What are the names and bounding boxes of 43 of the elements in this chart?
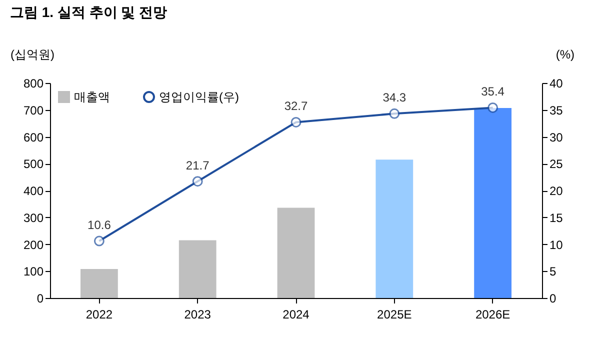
y-tick-label: 700 [23,103,44,118]
x-tick-label: 2022 [86,308,113,322]
y-tick-label: 300 [23,210,44,225]
y2-axis-title: (%) [556,48,574,62]
data-label: 21.7 [186,158,210,172]
y-tick-label: 400 [23,184,44,198]
y-tick-label: 200 [23,238,44,252]
y2-tick-label: 5 [550,264,556,279]
point [389,108,400,119]
y2-tick-label: 35 [550,103,564,118]
x-tick-label: 2025E [377,308,412,322]
bar [376,160,414,298]
legend-label: 매출액 [74,90,110,104]
bar [80,268,118,298]
data-label: 32.7 [284,99,308,114]
bar [277,208,315,298]
y-tick-label: 100 [23,264,44,279]
legend-label: 영업이익률(우) [159,90,239,104]
y-tick-label: 500 [23,157,44,172]
y2-tick-label: 30 [550,130,564,144]
y-axis-title: (십억원) [10,48,54,62]
data-label: 34.3 [382,90,406,105]
x-tick-label: 2026E [475,308,510,322]
point [192,176,203,187]
bar [474,108,512,298]
data-label: 35.4 [481,84,505,99]
y-tick-label: 0 [36,292,44,306]
y-tick-label: 800 [23,76,44,90]
bar [178,240,216,298]
data-label: 10.6 [88,218,112,232]
point [290,117,302,128]
x-tick-label: 2023 [184,308,212,322]
chart-title: 그림 1. 실적 추이 및 전망 [10,4,168,20]
x-tick-label: 2024 [282,308,310,322]
point [94,236,104,246]
y2-tick-label: 15 [550,210,564,225]
y-tick-label: 600 [23,130,44,144]
y2-tick-label: 40 [550,76,564,90]
y2-tick-label: 25 [550,157,564,172]
y2-tick-label: 10 [550,238,564,252]
point [488,102,498,113]
y2-tick-label: 0 [550,292,556,306]
y2-tick-label: 20 [550,184,564,198]
